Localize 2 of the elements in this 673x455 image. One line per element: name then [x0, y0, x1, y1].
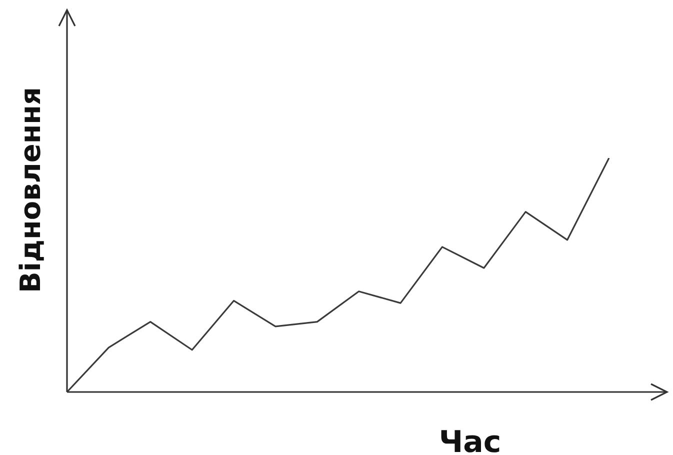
x-axis-title: Час [438, 425, 502, 455]
y-axis-title: Відновлення [14, 86, 47, 294]
